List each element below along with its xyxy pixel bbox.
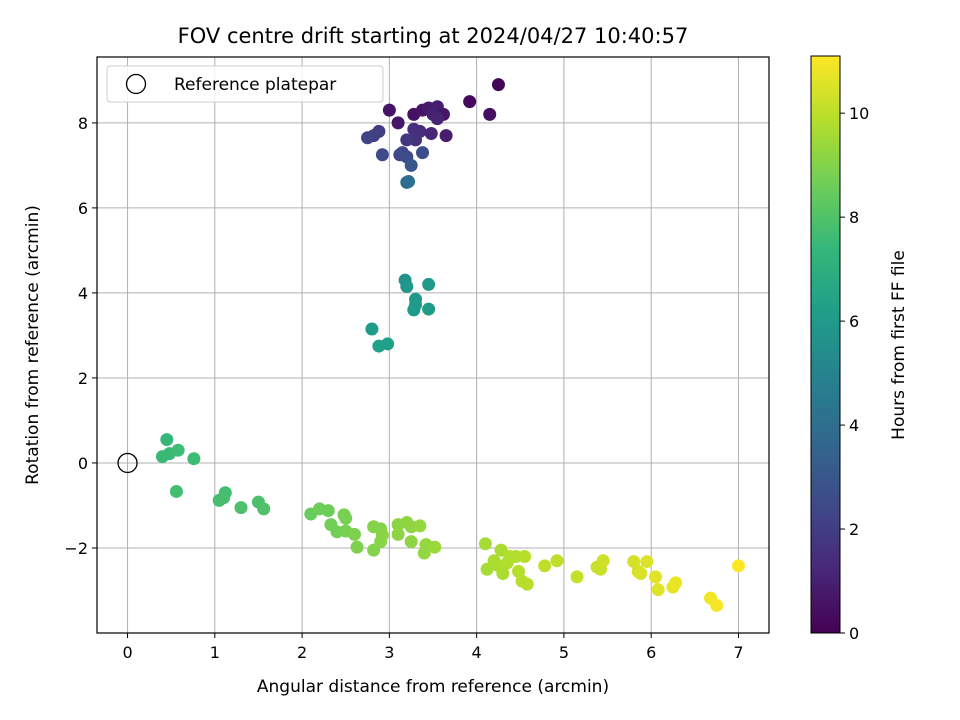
data-point [400,280,414,294]
x-tick-label: 5 [559,643,569,662]
y-axis-ticks: −2 0 2 4 6 8 [64,114,97,558]
data-point [382,103,396,117]
legend-box [106,65,384,103]
data-point [649,570,663,584]
data-point [439,129,453,143]
data-point [321,504,335,518]
chart-title: FOV centre drift starting at 2024/04/27 … [178,24,689,48]
data-point [402,175,416,189]
data-point [550,554,564,568]
x-axis-label: Angular distance from reference (arcmin) [257,677,609,697]
data-point [375,148,389,162]
data-point [512,564,526,578]
data-point [416,146,430,160]
data-point [407,122,421,136]
colorbar-tick-label: 10 [849,104,869,123]
y-tick-label: −2 [64,539,88,558]
x-tick-label: 4 [472,643,482,662]
data-point [570,570,584,584]
colorbar-ticks: 0 2 4 6 8 10 [840,104,869,643]
data-point [731,559,745,573]
reference-point [117,452,138,474]
colorbar-tick-label: 4 [849,416,859,435]
y-tick-label: 0 [78,454,88,473]
data-point [372,339,386,353]
data-point [217,491,231,505]
data-point [478,537,492,551]
x-tick-label: 2 [297,643,307,662]
x-tick-label: 6 [646,643,656,662]
data-point [491,78,505,92]
x-tick-label: 7 [733,643,743,662]
data-point [627,555,641,569]
colorbar-tick-label: 2 [849,520,859,539]
plot-frame [96,56,770,634]
legend-label: Reference platepar [174,75,336,95]
colorbar-tick-label: 0 [849,624,859,643]
data-points [155,78,745,612]
data-point [413,519,427,533]
x-tick-label: 3 [384,643,394,662]
data-point [187,452,201,466]
colorbar: 0 2 4 6 8 10 Hours from first FF file [810,55,909,643]
data-point [404,158,418,172]
data-point [710,598,724,612]
data-point [391,116,405,130]
data-point [520,577,534,591]
x-tick-label: 1 [210,643,220,662]
data-point [404,535,418,549]
data-point [169,484,183,498]
data-point [347,527,361,541]
data-point [422,302,436,316]
y-tick-label: 4 [78,284,88,303]
data-point [634,566,648,580]
data-point [518,549,532,563]
data-point [160,433,174,447]
y-axis-label: Rotation from reference (arcmin) [23,205,43,485]
colorbar-tick-label: 6 [849,312,859,331]
data-point [365,322,379,336]
legend: Reference platepar [106,65,384,103]
data-point [640,555,654,569]
y-tick-label: 6 [78,199,88,218]
reference-platepar-marker [117,452,138,474]
data-point [496,566,510,580]
x-axis-ticks: 0 1 2 3 4 5 6 7 [122,633,744,662]
data-point [171,443,185,457]
data-point [538,559,552,573]
data-point [428,540,442,554]
x-tick-label: 0 [122,643,132,662]
data-point [361,131,375,145]
data-point [463,95,477,109]
data-point [234,501,248,515]
data-point [400,133,414,147]
colorbar-label: Hours from first FF file [889,250,909,440]
data-point [391,527,405,541]
data-point [422,277,436,291]
data-point [407,303,421,317]
data-point [483,107,497,121]
y-tick-label: 2 [78,369,88,388]
data-point [669,576,683,590]
y-tick-label: 8 [78,114,88,133]
data-point [374,535,388,549]
data-point [339,511,353,525]
colorbar-gradient [810,55,841,634]
data-point [651,583,665,597]
data-point [350,540,364,554]
data-point [430,112,444,126]
legend-marker-icon [125,73,147,95]
data-point [257,502,271,516]
colorbar-tick-label: 8 [849,208,859,227]
data-point [596,554,610,568]
data-point [424,127,438,141]
